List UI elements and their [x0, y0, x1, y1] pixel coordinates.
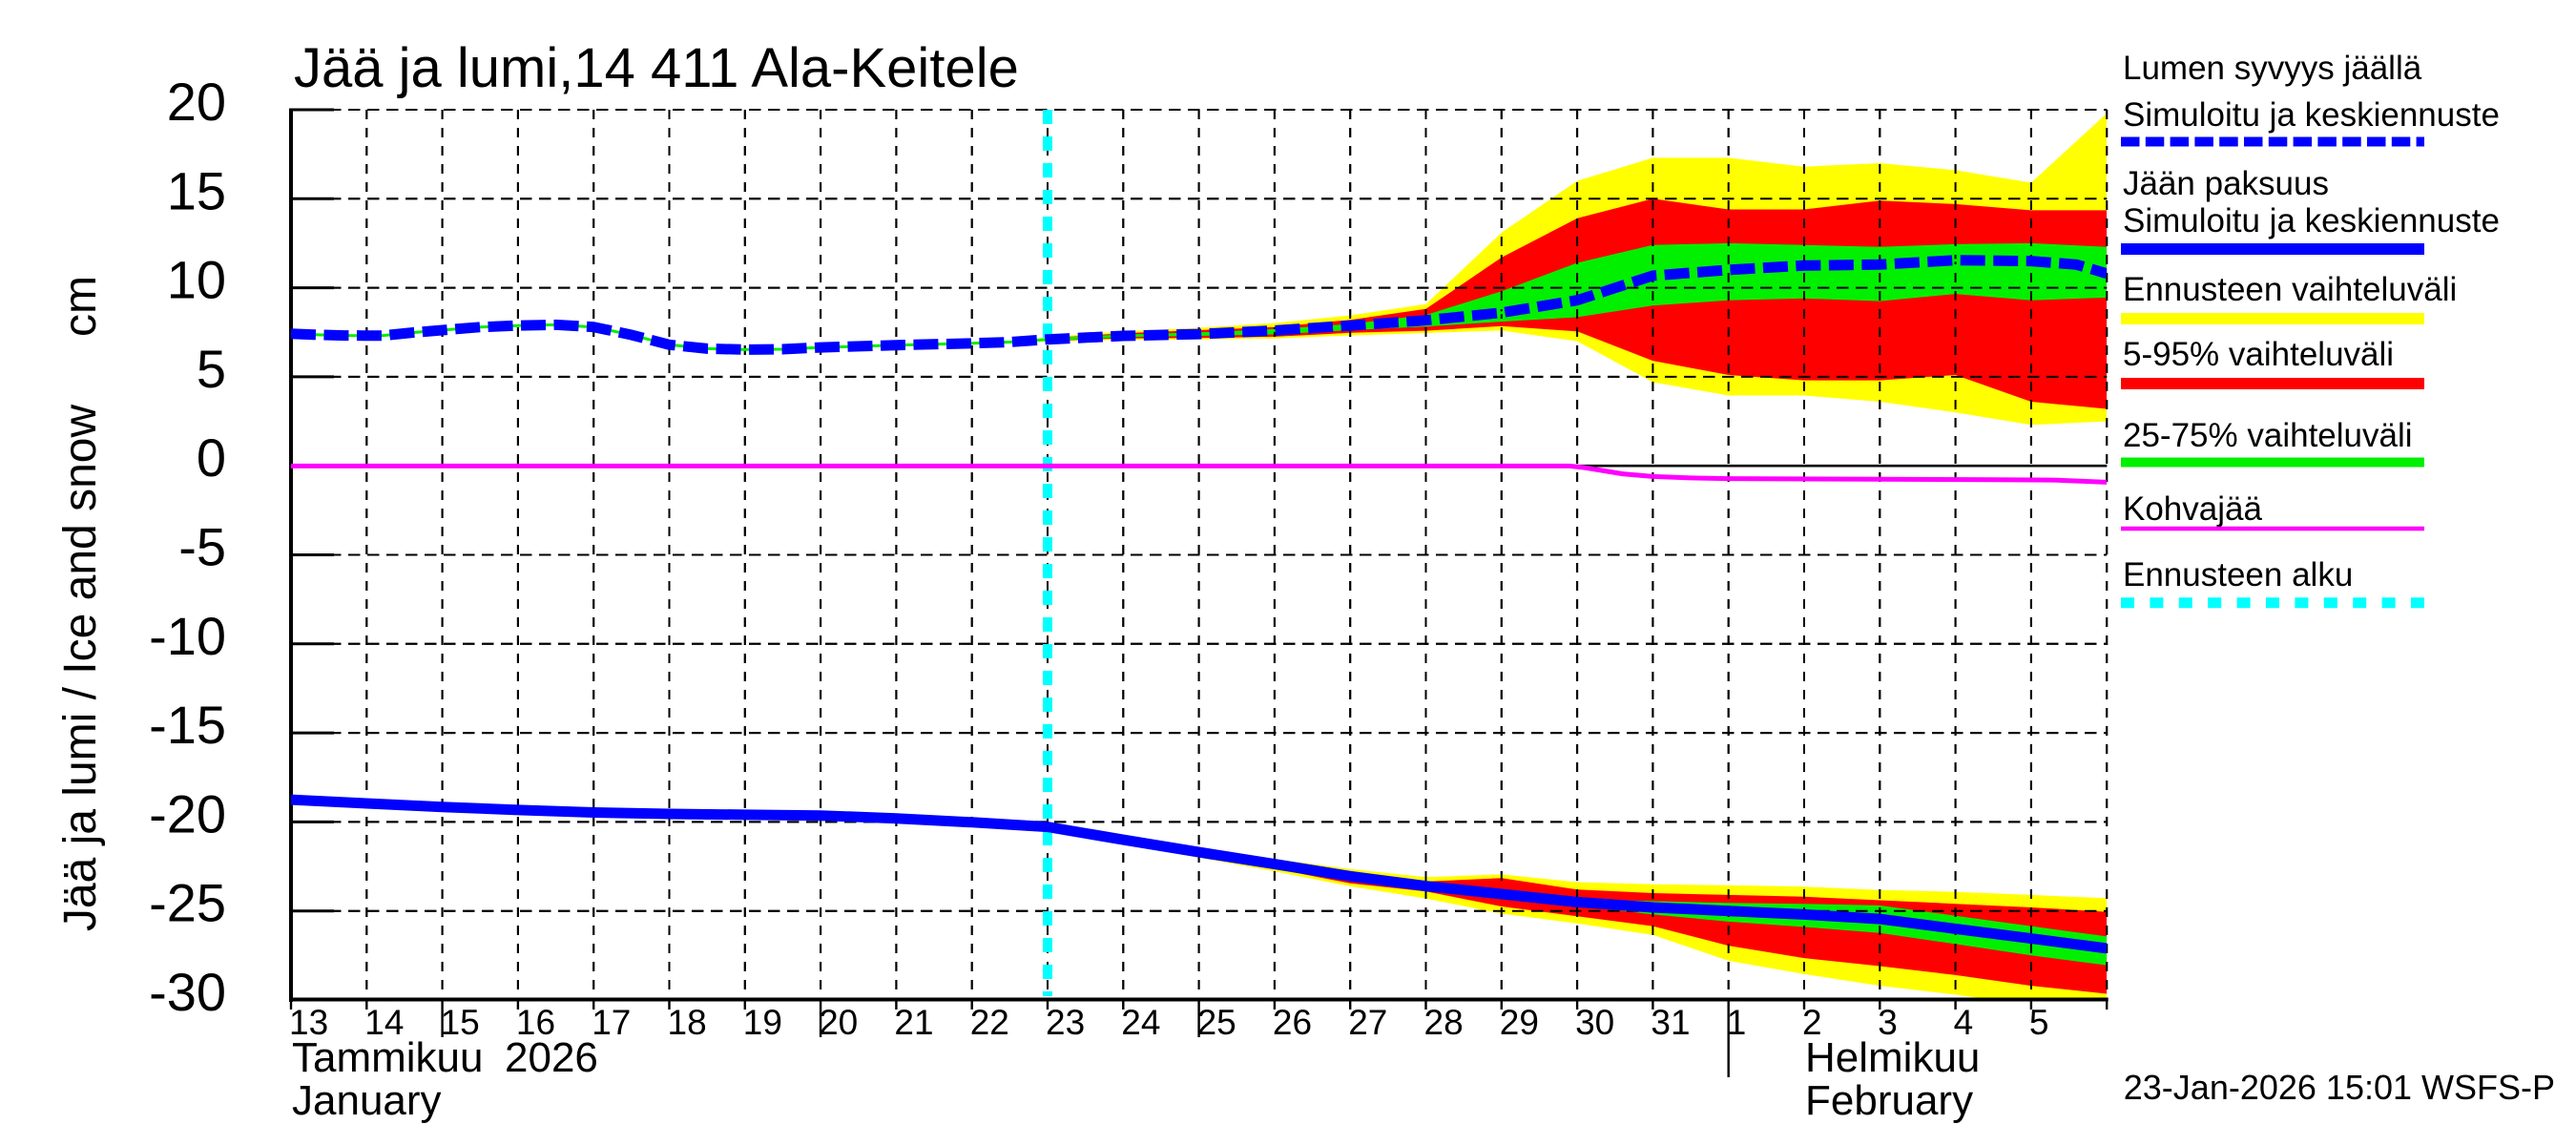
- svg-text:5: 5: [2029, 1003, 2049, 1042]
- svg-text:February: February: [1805, 1077, 1973, 1124]
- svg-text:3: 3: [1878, 1003, 1898, 1042]
- svg-text:Helmikuu: Helmikuu: [1805, 1034, 1980, 1081]
- svg-text:30: 30: [1575, 1003, 1614, 1042]
- svg-text:4: 4: [1954, 1003, 1974, 1042]
- svg-text:Jään paksuus: Jään paksuus: [2123, 165, 2329, 202]
- svg-text:24: 24: [1121, 1003, 1160, 1042]
- svg-text:Simuloitu ja keskiennuste: Simuloitu ja keskiennuste: [2123, 96, 2500, 134]
- svg-text:Lumen syvyys jäällä: Lumen syvyys jäällä: [2123, 50, 2422, 87]
- svg-text:21: 21: [894, 1003, 933, 1042]
- svg-text:Kohvajää: Kohvajää: [2123, 490, 2262, 528]
- svg-text:Ennusteen alku: Ennusteen alku: [2123, 556, 2353, 593]
- svg-text:18: 18: [668, 1003, 707, 1042]
- svg-text:cm: cm: [55, 276, 106, 337]
- svg-text:2026: 2026: [505, 1034, 598, 1081]
- svg-text:20: 20: [167, 72, 226, 132]
- svg-text:25-75% vaihteluväli: 25-75% vaihteluväli: [2123, 417, 2413, 454]
- svg-text:31: 31: [1651, 1003, 1690, 1042]
- svg-text:15: 15: [167, 160, 226, 220]
- svg-text:17: 17: [592, 1003, 631, 1042]
- svg-text:14: 14: [364, 1003, 404, 1042]
- svg-text:1: 1: [1727, 1003, 1747, 1042]
- svg-text:5: 5: [197, 339, 226, 399]
- svg-text:Tammikuu: Tammikuu: [292, 1034, 484, 1081]
- svg-text:-10: -10: [149, 606, 226, 666]
- svg-text:-5: -5: [178, 517, 226, 577]
- svg-text:Ennusteen vaihteluväli: Ennusteen vaihteluväli: [2123, 271, 2457, 308]
- svg-text:-25: -25: [149, 873, 226, 933]
- svg-text:23-Jan-2026 15:01 WSFS-P: 23-Jan-2026 15:01 WSFS-P: [2124, 1068, 2555, 1107]
- svg-text:0: 0: [197, 427, 226, 488]
- svg-text:-15: -15: [149, 695, 226, 755]
- svg-text:29: 29: [1500, 1003, 1539, 1042]
- svg-text:28: 28: [1424, 1003, 1464, 1042]
- svg-text:20: 20: [819, 1003, 858, 1042]
- svg-text:16: 16: [516, 1003, 555, 1042]
- svg-text:5-95% vaihteluväli: 5-95% vaihteluväli: [2123, 336, 2394, 373]
- svg-text:Jää ja lumi,14 411 Ala-Keitele: Jää ja lumi,14 411 Ala-Keitele: [294, 37, 1019, 99]
- svg-text:Simuloitu ja keskiennuste: Simuloitu ja keskiennuste: [2123, 202, 2500, 239]
- svg-text:19: 19: [743, 1003, 782, 1042]
- svg-text:13: 13: [289, 1003, 328, 1042]
- svg-text:27: 27: [1348, 1003, 1387, 1042]
- svg-text:Jää ja lumi / Ice and snow: Jää ja lumi / Ice and snow: [55, 405, 106, 932]
- svg-text:25: 25: [1197, 1003, 1236, 1042]
- svg-text:26: 26: [1273, 1003, 1312, 1042]
- svg-text:-30: -30: [149, 962, 226, 1022]
- svg-text:2: 2: [1802, 1003, 1822, 1042]
- svg-text:January: January: [292, 1077, 442, 1124]
- svg-text:22: 22: [970, 1003, 1009, 1042]
- svg-text:15: 15: [441, 1003, 480, 1042]
- svg-text:10: 10: [167, 250, 226, 310]
- svg-text:23: 23: [1046, 1003, 1085, 1042]
- svg-text:-20: -20: [149, 783, 226, 843]
